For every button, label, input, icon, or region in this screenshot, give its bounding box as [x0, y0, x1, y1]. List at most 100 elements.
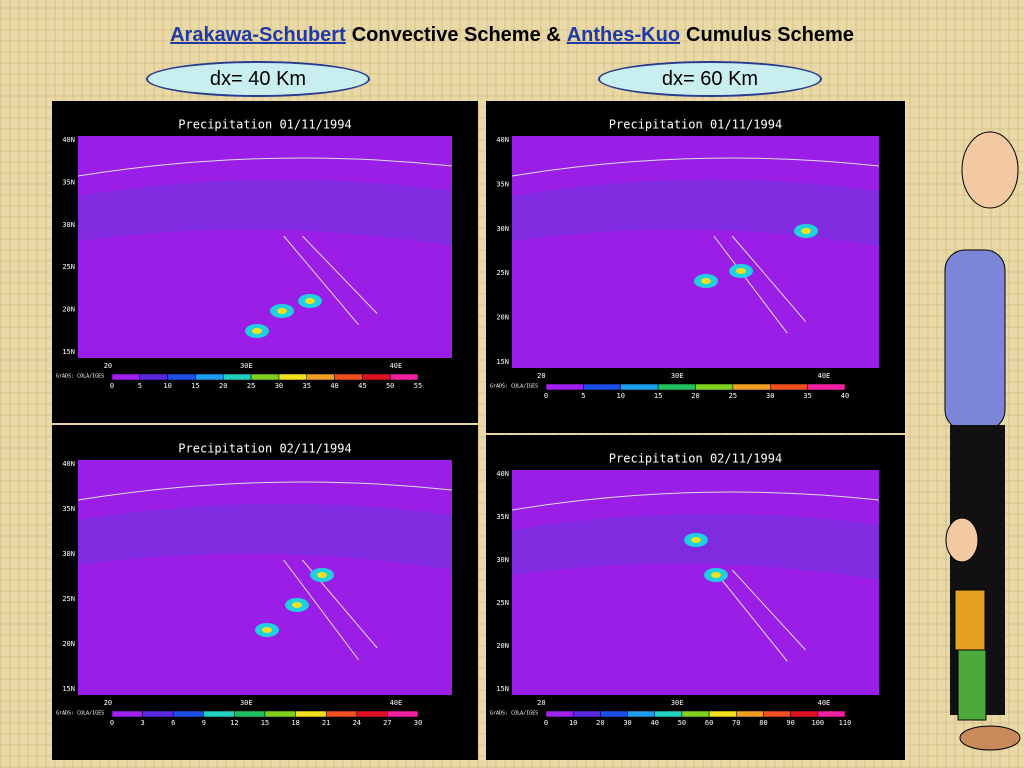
colorbar-segment [545, 710, 574, 718]
title-part: Cumulus Scheme [686, 24, 854, 46]
lon-label: 20 [537, 372, 545, 380]
colorbar-segment [387, 710, 419, 718]
colorbar-label: 90 [786, 719, 794, 727]
colorbar-segment [695, 383, 734, 391]
coastline [511, 491, 880, 662]
colorbar-segment [600, 710, 628, 718]
lon-label: 30E [240, 362, 253, 370]
colorbar-segment [139, 373, 168, 381]
colorbar-label: 60 [705, 719, 713, 727]
colorbar-segment [195, 373, 224, 381]
lat-label: 40N [62, 136, 75, 144]
colorbar-segment [111, 373, 141, 381]
lat-label: 35N [62, 505, 75, 513]
colorbar-label: 0 [110, 382, 114, 390]
precip-core [262, 627, 272, 633]
lat-label: 15N [62, 685, 75, 693]
colorbar-label: 70 [732, 719, 740, 727]
colorbar-label: 12 [230, 719, 238, 727]
land-shade [78, 179, 452, 246]
colorbar-segment [142, 710, 174, 718]
map-panel: Precipitation 02/11/1994 40N 35N 30N 25N 20N 1… [486, 435, 905, 760]
colorbar-segment [654, 710, 683, 718]
colorbar-segment [583, 383, 621, 391]
lat-label: 20N [496, 642, 509, 650]
colorbar-segment [203, 710, 235, 718]
colorbar-label: 27 [383, 719, 391, 727]
lat-label: 20N [62, 306, 75, 314]
lat-label: 20N [62, 640, 75, 648]
colorbar-label: 40 [330, 382, 338, 390]
colorbar-label: 10 [617, 392, 625, 400]
precip-core [711, 572, 721, 578]
lat-label: 30N [496, 556, 509, 564]
lat-label: 30N [62, 221, 75, 229]
coastline [511, 157, 880, 334]
lat-label: 25N [496, 599, 509, 607]
colorbar-segment [817, 710, 846, 718]
colorbar-label: 18 [291, 719, 299, 727]
title-part: Anthes-Kuo [566, 24, 681, 46]
colorbar-segment [681, 710, 710, 718]
lat-label: 35N [62, 178, 75, 186]
colorbar-segment [572, 710, 601, 718]
colorbar-label: 15 [261, 719, 269, 727]
lon-label: 40E [818, 699, 831, 707]
colorbar-label: 25 [729, 392, 737, 400]
colorbar-segment [278, 373, 307, 381]
lat-label: 30N [62, 550, 75, 558]
lat-label: 15N [496, 358, 509, 366]
land-shade [78, 503, 452, 570]
panel-title: Precipitation 01/11/1994 [178, 118, 351, 132]
coastline [77, 157, 453, 326]
title-part: Arakawa-Schubert [170, 24, 346, 46]
colorbar-segment [306, 373, 335, 381]
lat-label: 40N [62, 460, 75, 468]
colorbar-label: 0 [110, 719, 114, 727]
colorbar-label: 35 [303, 382, 311, 390]
precip-core [252, 328, 262, 334]
colorbar-segment [234, 710, 266, 718]
colorbar-segment [545, 383, 584, 391]
colorbar-segment [770, 383, 808, 391]
colorbar-label: 80 [759, 719, 767, 727]
colorbar-label: 5 [138, 382, 142, 390]
colorbar-label: 0 [544, 392, 548, 400]
land-shade [512, 179, 879, 246]
lat-label: 35N [496, 180, 509, 188]
title-part: Convective Scheme & [351, 24, 561, 46]
colorbar-label: 21 [322, 719, 330, 727]
colorbar-segment [807, 383, 846, 391]
colorbar-segment [736, 710, 764, 718]
lat-label: 30N [496, 225, 509, 233]
colorbar-segment [732, 383, 771, 391]
colorbar-label: 5 [581, 392, 585, 400]
precip-core [305, 298, 315, 304]
slide-title: Arakawa-Schubert Convective Scheme & Anthe… [0, 24, 1024, 47]
colorbar-label: 110 [839, 719, 852, 727]
colorbar-segment [790, 710, 819, 718]
colorbar-label: 24 [353, 719, 361, 727]
colorbar-segment [362, 373, 391, 381]
colorbar-label: 30 [414, 719, 422, 727]
colorbar-segment [627, 710, 655, 718]
colorbar-segment [620, 383, 659, 391]
credit: GrADS: COLA/IGES [490, 384, 538, 390]
lon-label: 40E [390, 699, 403, 707]
colorbar-label: 50 [678, 719, 686, 727]
map-panel: Precipitation 01/11/1994 40N 35N 30N 25N 20N 1… [486, 101, 905, 433]
map-panel: Precipitation 01/11/1994 40N 35N 30N 25N 20N 1… [52, 101, 478, 423]
colorbar-label: 45 [358, 382, 366, 390]
colorbar-label: 40 [651, 719, 659, 727]
colorbar-segment [334, 373, 363, 381]
colorbar-segment [223, 373, 252, 381]
colorbar-segment [657, 383, 696, 391]
colorbar-label: 15 [654, 392, 662, 400]
colorbar-label: 20 [596, 719, 604, 727]
map-area [78, 136, 452, 358]
panel-title: Precipitation 02/11/1994 [609, 452, 782, 466]
lat-label: 15N [496, 685, 509, 693]
colorbar-segment [325, 710, 358, 718]
